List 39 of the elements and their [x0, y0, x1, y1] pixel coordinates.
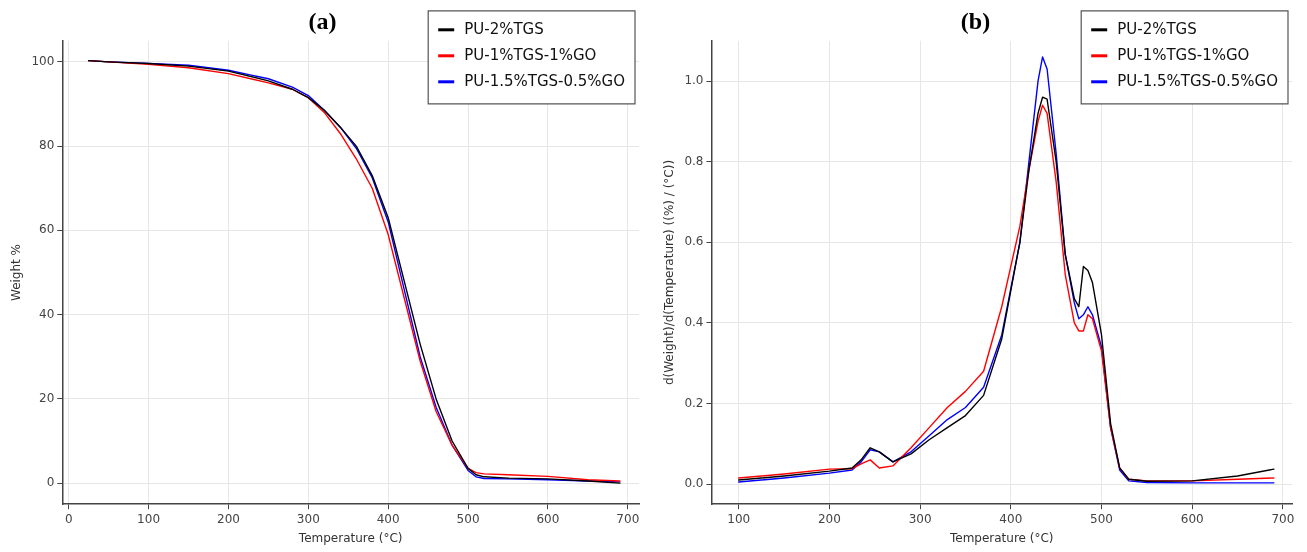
y-tick-label: 60 — [39, 222, 55, 237]
y-tick-label: 0.8 — [684, 153, 704, 168]
y-axis-title: Weight % — [9, 243, 24, 302]
x-tick-label: 600 — [536, 511, 560, 526]
x-tick-label: 400 — [999, 511, 1023, 526]
legend-label: PU-1.5%TGS-0.5%GO — [1117, 71, 1279, 90]
legend-label: PU-2%TGS — [1117, 19, 1197, 38]
x-tick-label: 600 — [1180, 511, 1204, 526]
x-tick-label: 500 — [1090, 511, 1113, 526]
y-tick-label: 0.0 — [684, 476, 704, 491]
y-tick-label: 0.2 — [684, 395, 704, 410]
x-tick-label: 200 — [216, 511, 240, 526]
y-tick-label: 20 — [39, 391, 55, 406]
x-tick-label: 100 — [727, 511, 751, 526]
y-axis-title: d(Weight)/d(Temperature) ((%) / (°C)) — [662, 159, 677, 386]
legend-label: PU-1.5%TGS-0.5%GO — [464, 71, 626, 90]
x-tick-label: 100 — [137, 511, 161, 526]
y-tick-label: 40 — [39, 306, 55, 321]
y-tick-label: 0.4 — [684, 314, 704, 329]
legend-label: PU-2%TGS — [464, 19, 544, 38]
x-tick-label: 700 — [1271, 511, 1295, 526]
y-tick-label: 80 — [39, 138, 55, 153]
y-tick-label: 100 — [31, 53, 55, 68]
legend-label: PU-1%TGS-1%GO — [1117, 45, 1250, 64]
x-tick-label: 400 — [376, 511, 400, 526]
x-tick-label: 700 — [616, 511, 640, 526]
chart-title: (a) — [308, 7, 337, 34]
y-tick-label: 0 — [46, 475, 55, 490]
x-tick-label: 200 — [817, 511, 841, 526]
x-axis-title: Temperature (°C) — [948, 530, 1054, 545]
x-tick-label: 0 — [64, 511, 73, 526]
x-tick-label: 500 — [456, 511, 480, 526]
y-tick-label: 0.6 — [684, 234, 704, 249]
y-tick-label: 1.0 — [684, 73, 704, 88]
x-tick-label: 300 — [296, 511, 320, 526]
x-tick-label: 300 — [908, 511, 932, 526]
x-axis-title: Temperature (°C) — [297, 530, 403, 545]
legend-label: PU-1%TGS-1%GO — [464, 45, 597, 64]
chart-title: (b) — [960, 7, 991, 34]
